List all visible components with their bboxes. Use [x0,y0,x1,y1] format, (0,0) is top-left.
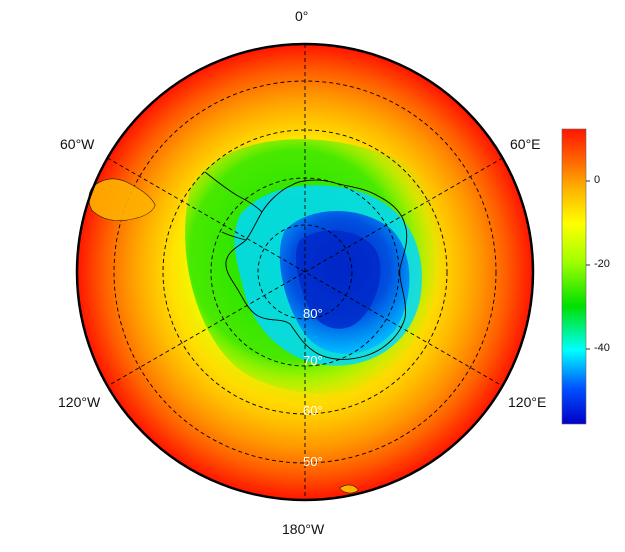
meridian-label-120w: 120°W [58,394,101,410]
colorbar-label-20: -20 [594,258,610,270]
latitude-label-80: 80° [303,306,323,321]
meridian-label-60w: 60°W [60,136,95,152]
meridian-label-180w: 180°W [282,521,325,537]
south-america-land [89,179,155,221]
antarctica-coastline [225,179,408,360]
graticule [107,44,503,500]
colorbar-frame [561,128,587,425]
new-zealand-land [340,485,358,493]
colorbar-ramp [562,129,586,424]
meridian-label-120e: 120°E [508,394,547,410]
meridian-label-0: 0° [295,8,309,24]
map-boundary [75,42,535,502]
colorbar-label-0: 0 [594,174,601,186]
colorbar [561,128,590,425]
latitude-label-70: 70° [303,353,323,368]
meridian-60w-120e [107,157,503,387]
meridian-label-60e: 60°E [510,136,541,152]
meridian-60e-120w [107,157,503,387]
colorbar-label-40: -40 [594,342,610,354]
latitude-label-60: 60° [303,403,323,418]
antarctic-peninsula-coastline [204,171,263,241]
latitude-label-50: 50° [303,454,323,469]
